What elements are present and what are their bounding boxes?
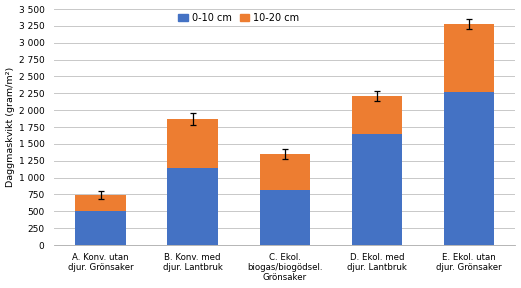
Legend: 0-10 cm, 10-20 cm: 0-10 cm, 10-20 cm [175, 9, 303, 27]
Bar [352, 134, 402, 245]
Bar [75, 195, 126, 211]
Y-axis label: Daggmaskvikt (gram/m²): Daggmaskvikt (gram/m²) [6, 67, 15, 187]
Bar [259, 154, 310, 190]
Bar [352, 96, 402, 134]
Bar [167, 119, 218, 168]
Bar [75, 211, 126, 245]
Bar [444, 92, 494, 245]
Bar [167, 168, 218, 245]
Bar [259, 190, 310, 245]
Bar [444, 24, 494, 92]
